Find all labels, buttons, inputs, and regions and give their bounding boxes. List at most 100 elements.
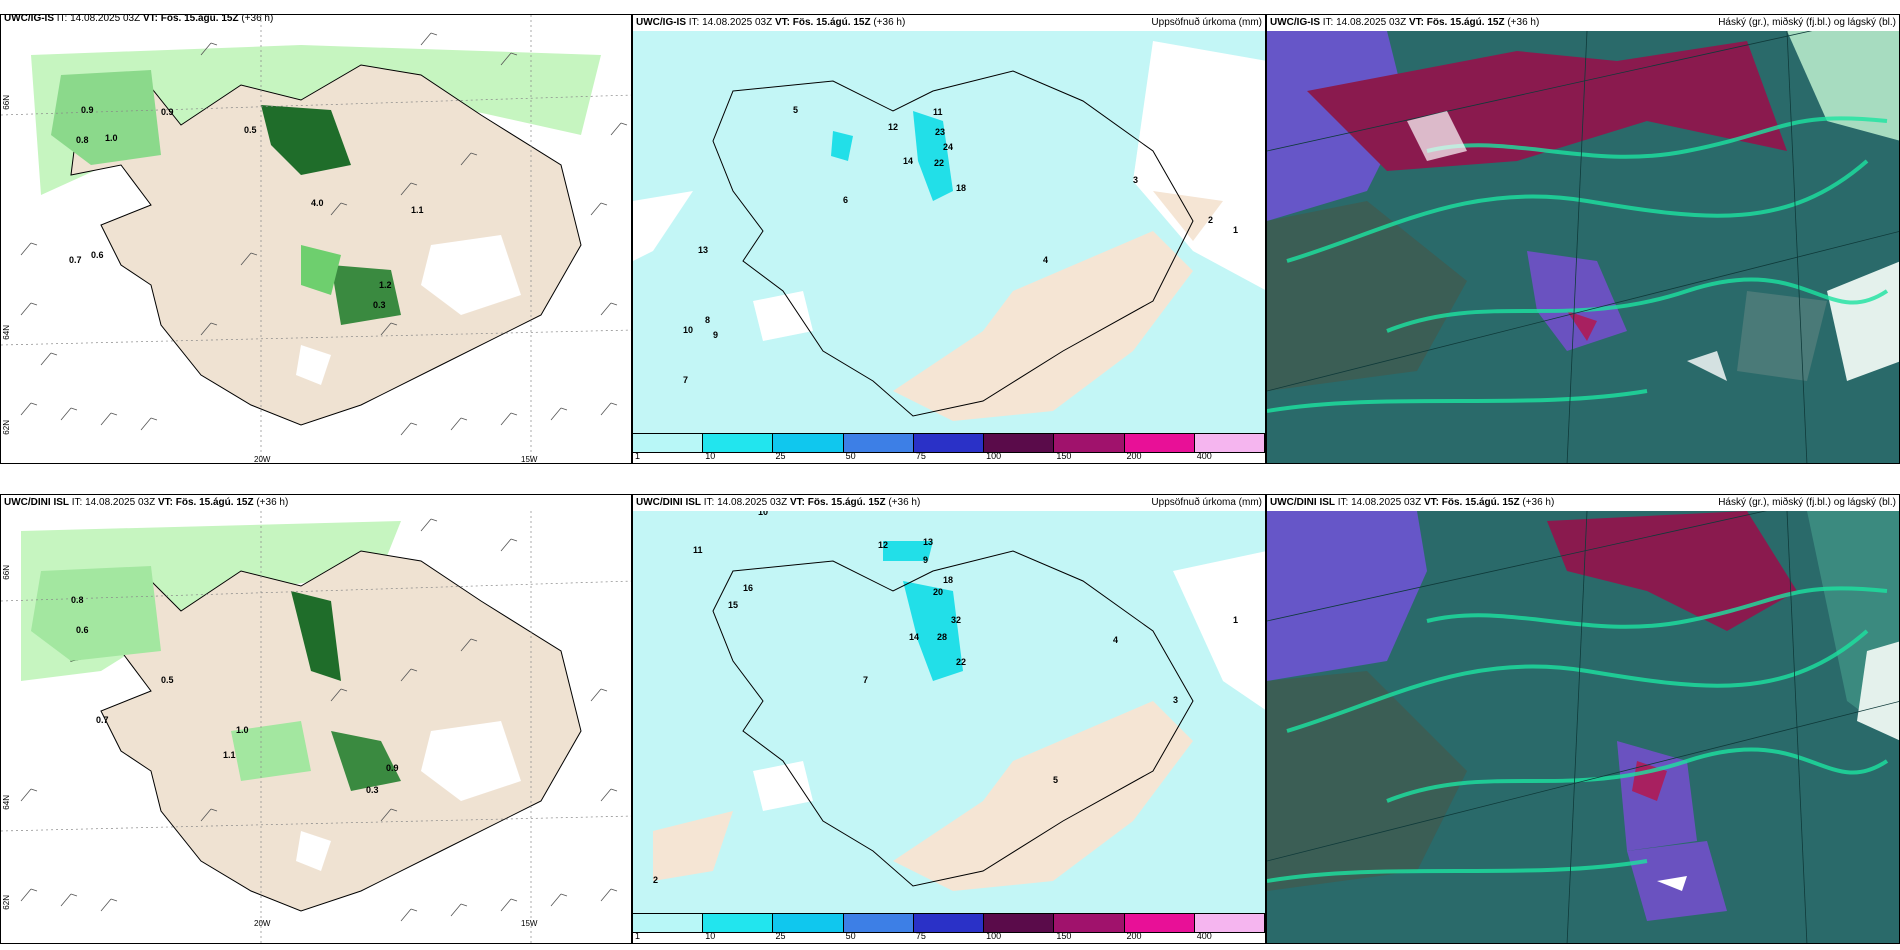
wind-value: 0.9 bbox=[81, 105, 94, 115]
precip-value: 3 bbox=[1133, 175, 1139, 185]
vt-value: Fös. 15.ágú. 15Z bbox=[175, 497, 254, 508]
lon-label: 20W bbox=[254, 455, 271, 464]
colorbar-label: 100 bbox=[986, 451, 1002, 461]
precip-value: 9 bbox=[713, 330, 719, 340]
colorbar-swatch bbox=[984, 434, 1055, 452]
field-title: Háský (gr.), miðský (fj.bl.) og lágský (… bbox=[1718, 497, 1896, 508]
model-name: UWC/IG-IS bbox=[636, 17, 686, 28]
precip-value: 9 bbox=[923, 555, 929, 565]
wind-value: 0.8 bbox=[76, 135, 89, 145]
precip-panel-bottom: UWC/DINI ISL IT: 14.08.2025 03Z VT: Fös.… bbox=[632, 494, 1266, 944]
precip-panel-title: UWC/IG-IS IT: 14.08.2025 03Z VT: Fös. 15… bbox=[633, 15, 1265, 31]
colorbar-swatch bbox=[1194, 914, 1265, 932]
it-label: IT: bbox=[1337, 497, 1349, 508]
it-value: 14.08.2025 03Z bbox=[1351, 497, 1422, 508]
lon-label: 20W bbox=[254, 919, 271, 928]
precip-panel-title: UWC/DINI ISL IT: 14.08.2025 03Z VT: Fös.… bbox=[633, 495, 1265, 511]
wind-value: 0.3 bbox=[373, 300, 386, 310]
precip-value: 2 bbox=[1208, 215, 1214, 225]
it-value: 14.08.2025 03Z bbox=[717, 497, 788, 508]
precip-value: 10 bbox=[683, 325, 694, 335]
precip-colorbar: 1 10 25 50 75 100 150 200 400 bbox=[633, 913, 1265, 943]
wind-panel-title: UWC/DINI ISL IT: 14.08.2025 03Z VT: Fös.… bbox=[1, 495, 631, 511]
colorbar-label: 150 bbox=[1056, 931, 1072, 941]
colorbar-label: 75 bbox=[915, 931, 926, 941]
precip-value: 11 bbox=[933, 107, 943, 117]
precip-colorbar: 1 10 25 50 75 100 150 200 400 bbox=[633, 433, 1265, 463]
lat-label: 66N bbox=[2, 95, 11, 110]
colorbar-label: 150 bbox=[1056, 451, 1072, 461]
precip-value: 15 bbox=[728, 600, 739, 610]
it-label: IT: bbox=[688, 17, 700, 28]
wind-value: 1.0 bbox=[105, 133, 118, 143]
wind-value: 0.5 bbox=[244, 125, 257, 135]
cloud-map bbox=[1267, 31, 1899, 463]
precip-value: 4 bbox=[1113, 635, 1119, 645]
precip-value: 2 bbox=[653, 875, 659, 885]
precip-map bbox=[633, 31, 1265, 435]
it-value: 14.08.2025 03Z bbox=[702, 17, 773, 28]
vt-value: Fös. 15.ágú. 15Z bbox=[1441, 497, 1520, 508]
colorbar-swatch bbox=[703, 434, 774, 452]
it-label: IT: bbox=[1322, 17, 1334, 28]
lead-time: (+36 h) bbox=[888, 497, 921, 508]
precip-value: 11 bbox=[693, 545, 703, 555]
model-name: UWC/DINI ISL bbox=[4, 497, 69, 508]
colorbar-swatch bbox=[773, 914, 844, 932]
precip-value: 14 bbox=[903, 156, 914, 166]
model-name: UWC/DINI ISL bbox=[1270, 497, 1335, 508]
cloud-map bbox=[1267, 511, 1899, 943]
colorbar-swatch bbox=[1054, 434, 1125, 452]
precip-value: 18 bbox=[943, 575, 954, 585]
wind-map bbox=[1, 511, 631, 943]
wind-value: 0.9 bbox=[161, 107, 174, 117]
lead-time: (+36 h) bbox=[1522, 497, 1555, 508]
precip-value: 20 bbox=[933, 587, 944, 597]
wind-value: 0.5 bbox=[161, 675, 174, 685]
precip-value: 28 bbox=[937, 632, 948, 642]
vt-value: Fös. 15.ágú. 15Z bbox=[807, 497, 886, 508]
precip-value: 24 bbox=[943, 142, 954, 152]
lat-label: 64N bbox=[2, 325, 11, 340]
precip-value: 22 bbox=[934, 158, 945, 168]
lead-time: (+36 h) bbox=[1507, 17, 1540, 28]
field-title: Uppsöfnuð úrkoma (mm) bbox=[1151, 497, 1262, 508]
colorbar-label: 400 bbox=[1196, 451, 1212, 461]
colorbar-swatch bbox=[1054, 914, 1125, 932]
vt-value: Fös. 15.ágú. 15Z bbox=[1426, 17, 1505, 28]
model-name: UWC/IG-IS bbox=[4, 14, 54, 24]
wind-value: 0.6 bbox=[76, 625, 89, 635]
wind-value: 0.8 bbox=[71, 595, 84, 605]
vt-label: VT: bbox=[1423, 497, 1439, 508]
colorbar-swatch bbox=[773, 434, 844, 452]
lat-label: 64N bbox=[2, 795, 11, 810]
vt-label: VT: bbox=[142, 14, 158, 24]
model-name: UWC/IG-IS bbox=[1270, 17, 1320, 28]
precip-value: 13 bbox=[923, 537, 934, 547]
colorbar-swatches bbox=[633, 913, 1265, 933]
precip-value: 7 bbox=[683, 375, 689, 385]
precip-value: 12 bbox=[888, 122, 899, 132]
cloud-panel-title: UWC/DINI ISL IT: 14.08.2025 03Z VT: Fös.… bbox=[1267, 495, 1899, 511]
colorbar-label: 10 bbox=[705, 931, 716, 941]
colorbar-label: 25 bbox=[775, 931, 786, 941]
wind-value: 1.1 bbox=[411, 205, 424, 215]
colorbar-label: 1 bbox=[635, 931, 641, 941]
precip-value: 3 bbox=[1173, 695, 1179, 705]
colorbar-label: 1 bbox=[635, 451, 641, 461]
precip-map bbox=[633, 511, 1265, 915]
wind-map bbox=[1, 15, 631, 463]
precip-value: 23 bbox=[935, 127, 946, 137]
precip-value: 5 bbox=[1053, 775, 1059, 785]
model-name: UWC/DINI ISL bbox=[636, 497, 701, 508]
colorbar-swatch bbox=[913, 914, 985, 932]
colorbar-labels: 1 10 25 50 75 100 150 200 400 bbox=[633, 931, 1265, 943]
colorbar-swatch bbox=[1124, 914, 1195, 932]
colorbar-swatch bbox=[913, 434, 985, 452]
precip-panel-top: UWC/IG-IS IT: 14.08.2025 03Z VT: Fös. 15… bbox=[632, 14, 1266, 464]
vt-label: VT: bbox=[1408, 17, 1424, 28]
lon-label: 15W bbox=[521, 455, 538, 464]
precip-value: 5 bbox=[793, 105, 799, 115]
colorbar-label: 25 bbox=[775, 451, 786, 461]
wind-panel-top: UWC/IG-IS IT: 14.08.2025 03Z VT: Fös. 15… bbox=[0, 14, 632, 464]
